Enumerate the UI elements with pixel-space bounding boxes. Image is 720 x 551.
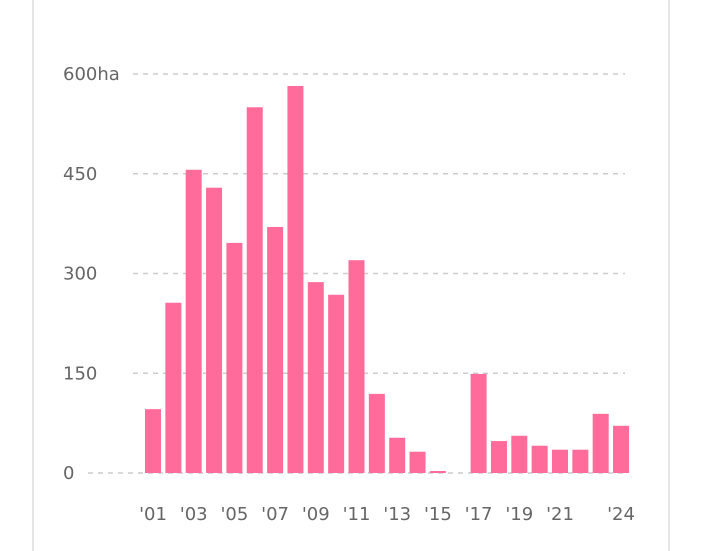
bar-2013 bbox=[389, 437, 406, 473]
y-tick-label: 300 bbox=[63, 264, 97, 285]
y-tick-label: 450 bbox=[63, 164, 97, 185]
x-tick-label: '13 bbox=[383, 504, 411, 525]
bar-2019 bbox=[511, 435, 528, 473]
bar-2008 bbox=[287, 85, 304, 473]
x-tick-label: '05 bbox=[220, 504, 248, 525]
y-tick-label: 0 bbox=[63, 463, 74, 484]
x-tick-label: '11 bbox=[343, 504, 371, 525]
bar-2009 bbox=[307, 282, 324, 473]
bar-2006 bbox=[246, 107, 263, 473]
bar-2021 bbox=[552, 449, 568, 473]
x-tick-label: '21 bbox=[546, 504, 574, 525]
bar-2018 bbox=[490, 441, 507, 473]
bar-2022 bbox=[572, 449, 589, 473]
bar-2010 bbox=[328, 294, 345, 473]
bar-2011 bbox=[348, 260, 365, 473]
bar-2023 bbox=[592, 413, 609, 473]
bar-2014 bbox=[409, 451, 426, 473]
bar-2002 bbox=[165, 302, 182, 473]
x-tick-label: '01 bbox=[139, 504, 167, 525]
x-tick-label: '24 bbox=[607, 504, 635, 525]
bar-2015 bbox=[429, 471, 446, 473]
x-tick-label: '15 bbox=[424, 504, 452, 525]
bar-2005 bbox=[226, 242, 243, 473]
x-tick-label: '03 bbox=[180, 504, 208, 525]
bar-2020 bbox=[531, 445, 548, 473]
x-tick-label: '09 bbox=[302, 504, 330, 525]
y-tick-label: 600ha bbox=[63, 64, 120, 85]
x-tick-label: '19 bbox=[505, 504, 533, 525]
bar-2003 bbox=[185, 169, 202, 473]
bar-2024 bbox=[613, 425, 630, 473]
y-tick-label: 150 bbox=[63, 363, 97, 384]
x-tick-label: '07 bbox=[261, 504, 289, 525]
bar-2017 bbox=[470, 373, 487, 473]
bar-2012 bbox=[368, 393, 385, 473]
bar-2007 bbox=[267, 226, 284, 473]
x-tick-label: '17 bbox=[465, 504, 493, 525]
bar-2004 bbox=[206, 187, 223, 473]
bar-2001 bbox=[145, 409, 161, 473]
